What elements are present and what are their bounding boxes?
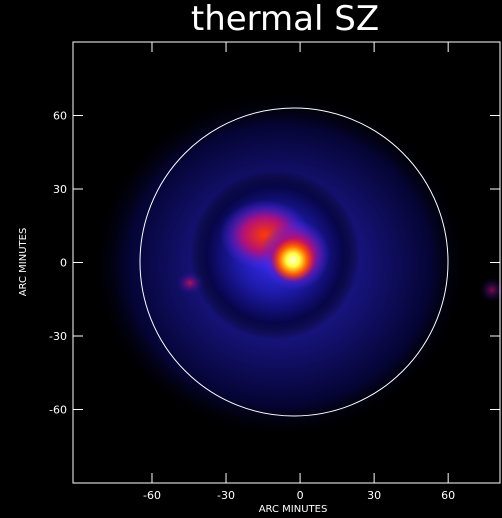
y-axis-label: ARC MINUTES (18, 228, 29, 297)
chart-title: thermal SZ (191, 0, 379, 39)
y-tick-label: 30 (53, 183, 67, 196)
chart: thermal SZ ARC MINUTES ARC MINUTES -60 -3… (0, 0, 502, 518)
x-tick-label: 60 (441, 489, 455, 502)
y-tick-label: -60 (49, 404, 67, 417)
y-tick-label: 0 (60, 257, 67, 270)
x-tick-label: 30 (367, 489, 381, 502)
y-tick-label: -30 (49, 330, 67, 343)
x-axis-label: ARC MINUTES (259, 504, 328, 515)
x-tick-label: 0 (297, 489, 304, 502)
sky-image (90, 90, 502, 440)
y-tick-label: 60 (53, 110, 67, 123)
x-tick-label: -60 (143, 489, 161, 502)
x-tick-label: -30 (217, 489, 235, 502)
